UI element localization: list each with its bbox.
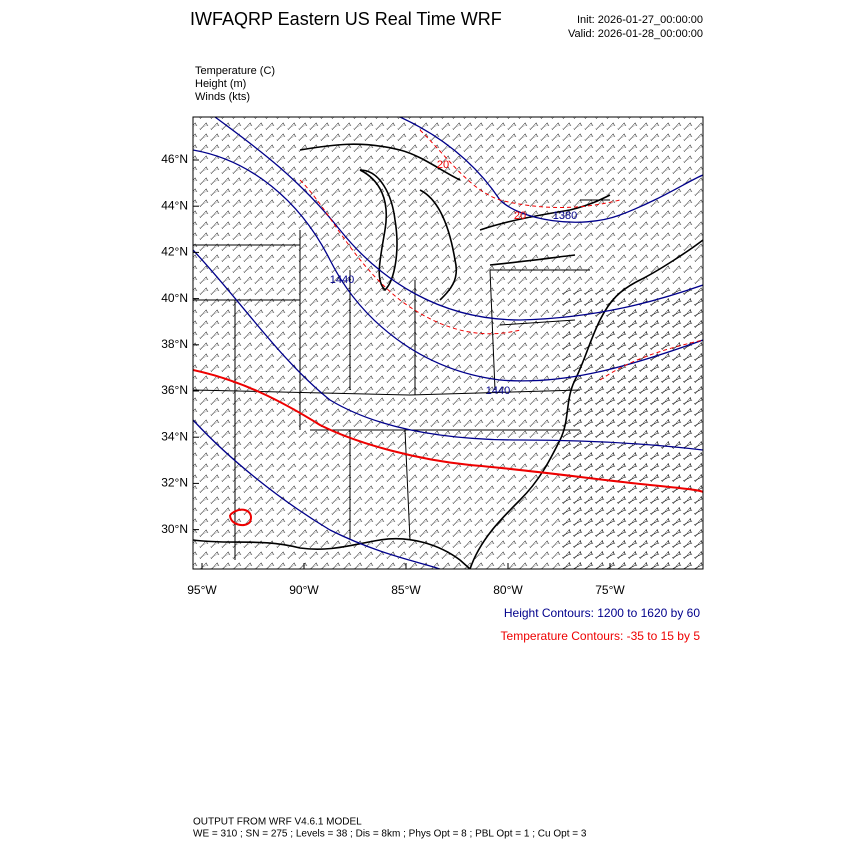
field-label: Winds (kts) (195, 91, 250, 103)
field-label: Height (m) (195, 78, 246, 90)
lat-label: 32°N (161, 476, 188, 490)
height-legend: Height Contours: 1200 to 1620 by 60 (504, 606, 700, 620)
lat-label: 46°N (161, 152, 188, 166)
footer-line: WE = 310 ; SN = 275 ; Levels = 38 ; Dis … (193, 829, 587, 840)
lon-label: 85°W (391, 583, 421, 597)
lat-label: 30°N (161, 522, 188, 536)
lon-label: 95°W (187, 583, 217, 597)
temperature-contours (193, 129, 703, 527)
lat-label: 40°N (161, 291, 188, 305)
init-time: Init: 2026-01-27_00:00:00 (577, 14, 703, 26)
map-frame (192, 116, 704, 570)
coastlines (193, 143, 703, 569)
lat-label: 42°N (161, 245, 188, 259)
lat-label: 38°N (161, 337, 188, 351)
contour-label: 1440 (486, 385, 510, 397)
contour-label: 1440 (330, 274, 354, 286)
lat-label: 44°N (161, 198, 188, 212)
footer-line: OUTPUT FROM WRF V4.6.1 MODEL (193, 817, 362, 828)
lon-label: 75°W (595, 583, 625, 597)
lon-label: 90°W (289, 583, 319, 597)
valid-time: Valid: 2026-01-28_00:00:00 (568, 28, 703, 40)
contour-label: 20 (514, 210, 526, 222)
contour-label: 1380 (553, 210, 577, 222)
lat-label: 36°N (161, 383, 188, 397)
contour-label: 20 (437, 159, 449, 171)
state-borders (193, 199, 610, 560)
lat-label: 34°N (161, 429, 188, 443)
lon-label: 80°W (493, 583, 523, 597)
title: IWFAQRP Eastern US Real Time WRF (190, 9, 502, 29)
temperature-legend: Temperature Contours: -35 to 15 by 5 (501, 629, 701, 643)
field-label: Temperature (C) (195, 65, 275, 77)
height-contours (193, 117, 703, 569)
map-area (193, 117, 703, 569)
